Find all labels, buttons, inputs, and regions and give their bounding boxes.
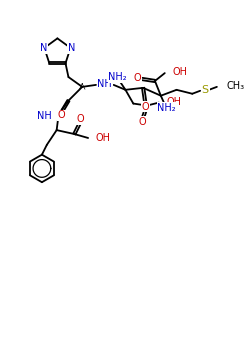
Text: N: N	[40, 43, 47, 53]
Text: O: O	[141, 102, 149, 112]
Text: O: O	[76, 114, 84, 124]
Text: CH₃: CH₃	[227, 81, 245, 91]
Text: O: O	[138, 117, 146, 127]
Text: OH: OH	[96, 133, 111, 143]
Text: S: S	[202, 85, 209, 95]
Text: O: O	[58, 110, 66, 120]
Text: OH: OH	[173, 67, 188, 77]
Text: NH₂: NH₂	[158, 103, 176, 112]
Text: OH: OH	[167, 97, 182, 107]
Text: NH: NH	[98, 79, 112, 89]
Text: O: O	[134, 73, 141, 83]
Text: NH₂: NH₂	[108, 72, 127, 82]
Text: N: N	[68, 43, 75, 53]
Text: NH: NH	[37, 111, 52, 121]
